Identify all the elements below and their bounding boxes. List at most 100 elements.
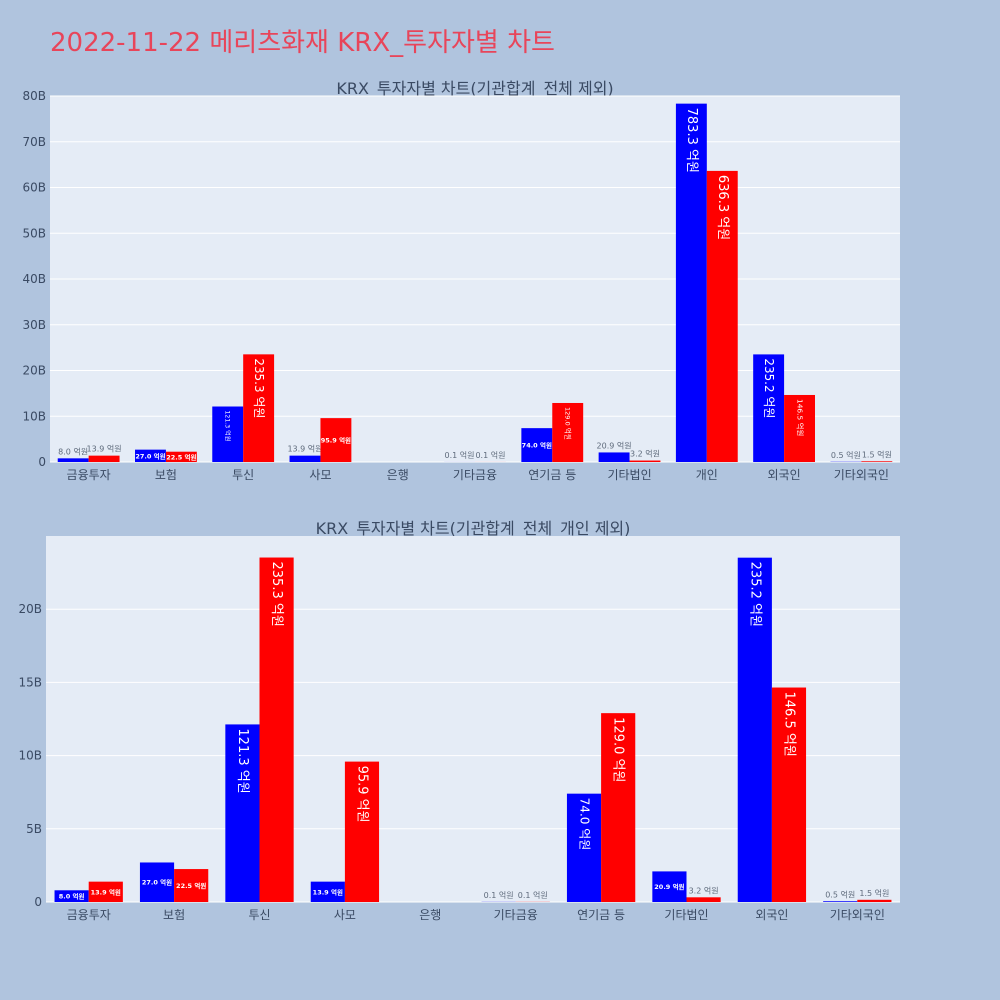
bar bbox=[243, 354, 275, 462]
x-tick-label: 투신 bbox=[232, 468, 254, 482]
bar bbox=[139, 862, 175, 902]
bar bbox=[259, 557, 294, 902]
x-tick-label: 보험 bbox=[163, 908, 185, 922]
bar bbox=[521, 428, 553, 462]
x-tick-label: 외국인 bbox=[755, 908, 788, 922]
x-tick-label: 금융투자 bbox=[67, 908, 111, 922]
data-label: 74.0 억원 bbox=[522, 441, 552, 450]
bar bbox=[135, 449, 166, 462]
bar bbox=[344, 761, 380, 902]
data-label: 0.1 억원 bbox=[475, 450, 505, 460]
data-label: 95.9 억원 bbox=[354, 766, 369, 823]
bar bbox=[675, 103, 707, 462]
bar bbox=[823, 901, 858, 902]
x-tick-label: 보험 bbox=[155, 468, 177, 482]
y-tick-label: 60B bbox=[22, 181, 46, 195]
bar bbox=[225, 724, 260, 902]
data-label: 22.5 억원 bbox=[166, 452, 196, 461]
data-label: 146.5 억원 bbox=[781, 692, 796, 757]
x-tick-label: 사모 bbox=[334, 908, 356, 922]
data-label: 13.9 억원 bbox=[313, 887, 343, 896]
y-tick-label: 70B bbox=[22, 135, 46, 149]
bar bbox=[771, 687, 807, 902]
data-label: 121.3 억원 bbox=[224, 411, 232, 442]
y-tick-label: 10B bbox=[22, 409, 46, 423]
data-label: 1.5 억원 bbox=[859, 888, 889, 898]
bar bbox=[598, 452, 630, 462]
bar bbox=[784, 394, 815, 462]
data-label: 13.9 억원 bbox=[91, 887, 121, 896]
bar bbox=[753, 354, 785, 462]
x-tick-label: 은행 bbox=[387, 467, 409, 482]
data-label: 235.2 억원 bbox=[762, 358, 776, 418]
y-tick-label: 20B bbox=[18, 602, 42, 616]
data-label: 22.5 억원 bbox=[176, 881, 206, 890]
chart-top: KRX_투자자별 차트(기관합계_전체 제외) 0 10B 20B 30B 40B 50B 6… bbox=[22, 79, 900, 482]
chart-bottom: KRX_투자자별 차트(기관합계_전체_개인 제외) 0 5B 10B 15B 20B 금융… bbox=[18, 519, 900, 922]
data-label: 146.5 억원 bbox=[796, 399, 805, 436]
chart-subtitle: KRX_투자자별 차트(기관합계_전체 제외) bbox=[336, 79, 613, 99]
x-tick-label: 연기금 등 bbox=[577, 908, 625, 922]
bar bbox=[212, 406, 244, 462]
bar bbox=[88, 455, 120, 462]
x-tick-label: 투신 bbox=[248, 908, 270, 922]
x-tick-label: 개인 bbox=[696, 468, 718, 482]
data-label: 20.9 억원 bbox=[597, 440, 632, 450]
data-label: 27.0 억원 bbox=[135, 451, 165, 460]
data-label: 0.5 억원 bbox=[831, 450, 861, 460]
bar bbox=[552, 402, 584, 462]
y-tick-label: 50B bbox=[22, 226, 46, 240]
bar bbox=[629, 460, 661, 462]
data-label: 129.0 억원 bbox=[564, 407, 573, 440]
data-label: 783.3 억원 bbox=[684, 108, 699, 173]
data-label: 235.3 억원 bbox=[252, 358, 266, 418]
bar bbox=[54, 890, 89, 902]
x-tick-label: 연기금 등 bbox=[528, 468, 576, 482]
data-label: 636.3 억원 bbox=[715, 175, 730, 240]
y-tick-label: 20B bbox=[22, 364, 46, 378]
x-tick-label: 은행 bbox=[419, 907, 441, 922]
y-tick-label: 40B bbox=[22, 272, 46, 286]
y-tick-label: 10B bbox=[18, 749, 42, 763]
bar bbox=[566, 793, 602, 902]
data-label: 13.9 억원 bbox=[287, 444, 322, 454]
data-label: 8.0 억원 bbox=[59, 892, 85, 901]
bar bbox=[289, 455, 321, 462]
x-tick-label: 기타법인 bbox=[664, 908, 708, 922]
data-label: 0.1 억원 bbox=[484, 890, 514, 900]
bar bbox=[686, 897, 721, 902]
data-label: 13.9 억원 bbox=[87, 444, 122, 454]
bar bbox=[310, 881, 345, 902]
page-title: 2022-11-22 메리츠화재 KRX_투자자별 차트 bbox=[50, 28, 555, 58]
bar bbox=[320, 418, 352, 462]
bar bbox=[706, 170, 738, 462]
x-tick-label: 금융투자 bbox=[67, 468, 111, 482]
data-label: 8.0 억원 bbox=[58, 446, 88, 456]
y-tick-label: 5B bbox=[26, 822, 42, 836]
data-label: 0.5 억원 bbox=[825, 889, 855, 899]
data-label: 129.0 억원 bbox=[611, 717, 626, 782]
bar bbox=[737, 557, 772, 902]
data-label: 121.3 억원 bbox=[235, 728, 250, 793]
data-label: 27.0 억원 bbox=[142, 878, 172, 887]
bar bbox=[174, 869, 209, 902]
bar bbox=[857, 899, 892, 902]
bar bbox=[165, 451, 197, 462]
data-label: 95.9 억원 bbox=[321, 436, 351, 445]
x-tick-label: 기타금융 bbox=[494, 908, 538, 922]
x-tick-label: 기타법인 bbox=[607, 468, 651, 482]
y-tick-label: 80B bbox=[22, 89, 46, 103]
bar bbox=[601, 713, 636, 902]
data-label: 235.2 억원 bbox=[747, 562, 762, 627]
x-tick-label: 외국인 bbox=[768, 468, 801, 482]
x-tick-label: 기타금융 bbox=[453, 468, 497, 482]
x-tick-label: 기타외국인 bbox=[830, 908, 885, 922]
data-label: 20.9 억원 bbox=[654, 882, 684, 891]
y-tick-label: 0 bbox=[38, 455, 46, 469]
y-tick-label: 30B bbox=[22, 318, 46, 332]
data-label: 74.0 억원 bbox=[578, 798, 592, 851]
data-label: 3.2 억원 bbox=[689, 885, 719, 895]
data-label: 3.2 억원 bbox=[630, 449, 660, 459]
data-label: 0.1 억원 bbox=[445, 450, 475, 460]
y-tick-label: 15B bbox=[18, 675, 42, 689]
